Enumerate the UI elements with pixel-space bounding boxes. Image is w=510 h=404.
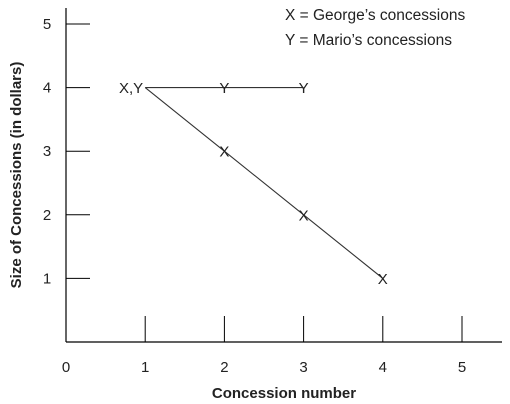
x-tick-label-2: 2 (220, 359, 228, 376)
x-tick-label-0: 0 (62, 359, 70, 376)
y-tick-label-1: 1 (43, 270, 51, 287)
legend-george: X = George’s concessions (285, 7, 465, 24)
x-tick-label-5: 5 (458, 359, 466, 376)
series-y-point-1: Y (219, 80, 229, 97)
point-labels: X X X Y Y X,Y (119, 80, 388, 288)
series-x-point-3: X (378, 271, 388, 288)
y-tick-label-3: 3 (43, 143, 51, 160)
y-axis-title: Size of Concessions (in dollars) (8, 62, 25, 289)
series-x-line (144, 87, 384, 279)
series-x-point-1: X (219, 144, 229, 161)
y-tick-label-4: 4 (43, 80, 51, 97)
shared-start-point-label: X,Y (119, 80, 143, 97)
y-tick-label-5: 5 (43, 16, 51, 33)
y-ticks: 1 2 3 4 5 (43, 16, 90, 287)
series-x-point-2: X (299, 207, 309, 224)
y-tick-label-2: 2 (43, 207, 51, 224)
x-ticks: 0 1 2 3 4 5 (62, 316, 466, 376)
x-axis-title: Concession number (212, 385, 356, 402)
series-y-point-2: Y (299, 80, 309, 97)
x-tick-label-1: 1 (141, 359, 149, 376)
x-tick-label-4: 4 (379, 359, 387, 376)
legend-mario: Y = Mario’s concessions (285, 32, 452, 49)
x-tick-label-3: 3 (299, 359, 307, 376)
series-lines (144, 87, 384, 279)
